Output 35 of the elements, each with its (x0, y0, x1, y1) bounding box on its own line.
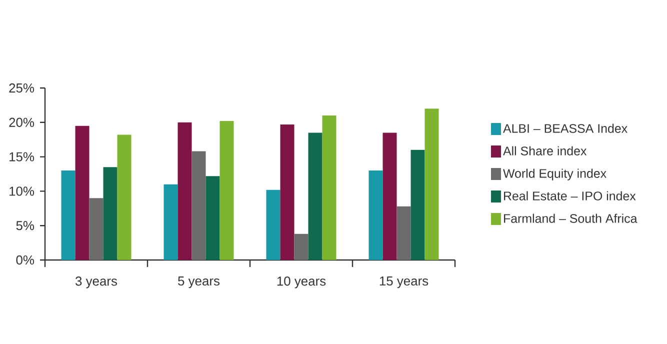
bar (396, 206, 411, 260)
bar (206, 176, 220, 260)
x-tick-label: 10 years (277, 276, 326, 288)
bar (368, 170, 383, 260)
y-tick-label: 5% (16, 221, 34, 230)
bar (410, 150, 425, 260)
y-tick-label: 10% (10, 186, 34, 196)
bar (192, 151, 206, 260)
y-tick-label: 25% (9, 83, 34, 93)
x-tick-label: 3 years (76, 276, 118, 288)
bar (280, 124, 294, 260)
bar (220, 121, 234, 260)
bar (89, 198, 104, 260)
bar (308, 132, 322, 260)
bar (117, 134, 132, 260)
bar (75, 126, 90, 260)
legend-label: Farmland – South Africa (504, 214, 638, 223)
bar (322, 116, 336, 260)
legend-label: All Share index (503, 146, 587, 156)
y-tick-label: 20% (9, 118, 34, 127)
legend-label: Real Estate – IPO index (504, 191, 636, 200)
bar (164, 184, 178, 260)
legend-label: ALBI – BEASSA Index (503, 124, 628, 133)
y-tick-label: 15% (10, 152, 34, 162)
bar (294, 234, 308, 260)
x-tick-label: 15 years (380, 276, 428, 288)
bar (61, 170, 76, 260)
bar (266, 190, 280, 260)
legend-label: World Equity index (503, 168, 606, 180)
bar (424, 108, 439, 260)
bar (103, 167, 118, 260)
bar (382, 132, 397, 260)
bar (178, 122, 192, 260)
x-tick-label: 5 years (178, 276, 220, 288)
y-tick-label: 0% (16, 255, 34, 265)
